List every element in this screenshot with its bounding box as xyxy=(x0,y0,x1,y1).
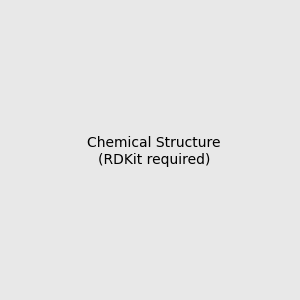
Text: Chemical Structure
(RDKit required): Chemical Structure (RDKit required) xyxy=(87,136,220,166)
